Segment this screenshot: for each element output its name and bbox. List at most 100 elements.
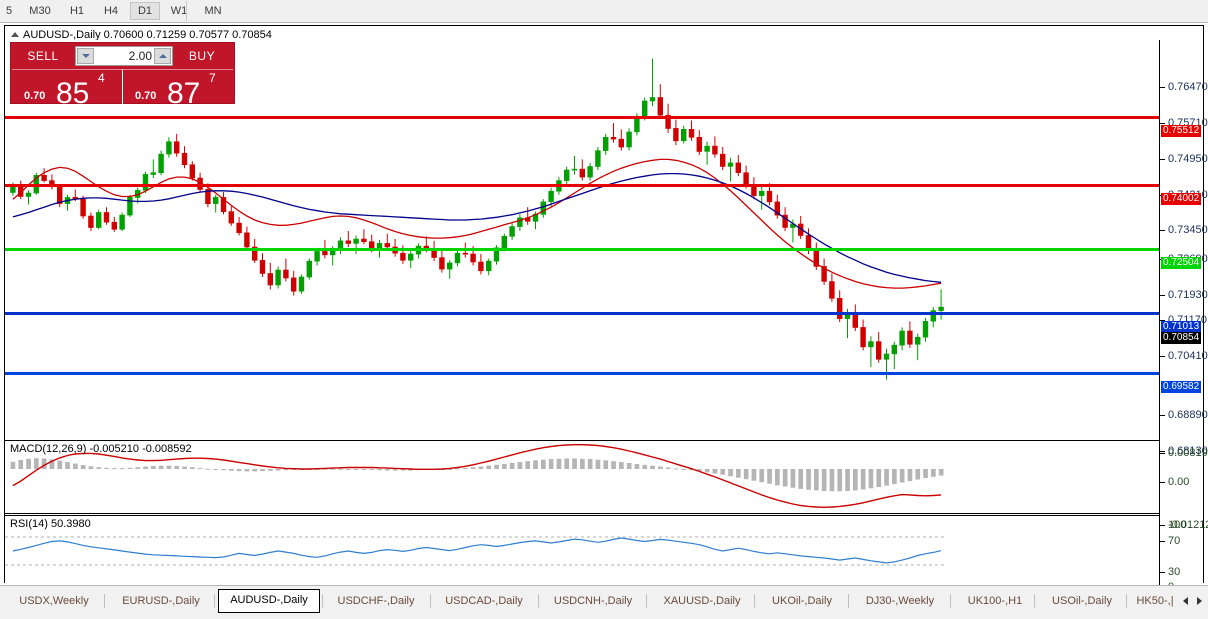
collapse-triangle-icon[interactable] bbox=[11, 31, 19, 37]
chart-tab-dj30--weekly[interactable]: DJ30-,Weekly bbox=[865, 595, 935, 607]
price-tick-label: 0.73450 bbox=[1168, 224, 1208, 236]
rsi-axis-tick bbox=[1160, 541, 1165, 542]
price-tag-0.72504: 0.72504 bbox=[1161, 257, 1202, 269]
tab-separator bbox=[754, 594, 755, 608]
price-tick bbox=[1160, 451, 1165, 452]
level-line-resistance-1[interactable] bbox=[5, 116, 1159, 119]
chart-tab-eurusd--daily[interactable]: EURUSD-,Daily bbox=[122, 595, 200, 607]
rsi-axis-tick bbox=[1160, 572, 1165, 573]
price-pane bbox=[5, 40, 1159, 438]
volume-decrease-button[interactable] bbox=[77, 48, 94, 64]
sell-price-big: 85 bbox=[56, 77, 90, 110]
timeframe-toolbar: 5 M30 H1 H4 D1 W1 MN bbox=[0, 0, 1208, 23]
tab-separator bbox=[848, 594, 849, 608]
price-tick bbox=[1160, 123, 1165, 124]
rsi-axis-tick bbox=[1160, 525, 1165, 526]
level-line-support-blue-1[interactable] bbox=[5, 312, 1159, 315]
chevron-down-icon bbox=[81, 54, 90, 58]
buy-quote[interactable]: 0.70 87 7 bbox=[122, 69, 233, 109]
left-arrow-icon bbox=[1183, 597, 1188, 605]
volume-input[interactable]: 2.00 bbox=[75, 46, 173, 66]
macd-label: MACD(12,26,9) -0.005210 -0.008592 bbox=[10, 443, 192, 455]
price-tick-label: 0.75710 bbox=[1168, 117, 1208, 129]
price-tag-0.69582: 0.69582 bbox=[1161, 381, 1202, 393]
tab-scroll-right-button[interactable] bbox=[1195, 595, 1205, 607]
oct-controls-row: SELL 2.00 BUY bbox=[11, 43, 234, 69]
chart-title-text: AUDUSD-,Daily 0.70600 0.71259 0.70577 0.… bbox=[23, 29, 272, 41]
chart-tab-bar: USDX,Weekly EURUSD-,Daily AUDUSD-,Daily USD… bbox=[0, 585, 1208, 619]
buy-price-prefix: 0.70 bbox=[135, 90, 157, 102]
tab-separator bbox=[214, 594, 215, 608]
timeframe-d1-button[interactable]: D1 bbox=[130, 2, 160, 20]
price-scale[interactable]: 0.764700.757100.749500.742100.734500.726… bbox=[1159, 40, 1208, 593]
tab-separator bbox=[538, 594, 539, 608]
buy-price-fraction: 7 bbox=[209, 71, 216, 85]
volume-value: 2.00 bbox=[128, 49, 152, 63]
price-tick bbox=[1160, 415, 1165, 416]
chart-window: AUDUSD-,Daily 0.70600 0.71259 0.70577 0.… bbox=[4, 25, 1208, 604]
chart-tab-usoil--daily[interactable]: USOil-,Daily bbox=[1052, 595, 1112, 607]
chart-title-bar: AUDUSD-,Daily 0.70600 0.71259 0.70577 0.… bbox=[11, 28, 272, 42]
one-click-trading-panel[interactable]: SELL 2.00 BUY 0.70 85 4 bbox=[10, 42, 235, 109]
tab-scroll-left-button[interactable] bbox=[1182, 595, 1192, 607]
sell-button[interactable]: SELL bbox=[27, 49, 59, 63]
price-tick-label: 0.68130 bbox=[1168, 445, 1208, 457]
rsi-pane: RSI(14) 50.3980 bbox=[5, 515, 1159, 587]
timeframe-m30-button[interactable]: M30 bbox=[29, 5, 51, 17]
macd-axis-label: -0.012121 bbox=[1168, 519, 1208, 531]
rsi-label: RSI(14) 50.3980 bbox=[10, 518, 91, 530]
tab-separator bbox=[1126, 594, 1127, 608]
buy-button[interactable]: BUY bbox=[188, 49, 216, 63]
price-tick bbox=[1160, 230, 1165, 231]
price-tag-0.74002: 0.74002 bbox=[1161, 193, 1202, 205]
level-line-resistance-2[interactable] bbox=[5, 184, 1159, 187]
timeframe-h4-button[interactable]: H4 bbox=[103, 5, 119, 17]
price-tick-label: 0.68890 bbox=[1168, 409, 1208, 421]
price-tick bbox=[1160, 320, 1165, 321]
tab-separator bbox=[430, 594, 431, 608]
timeframe-h1-button[interactable]: H1 bbox=[69, 5, 85, 17]
sell-quote[interactable]: 0.70 85 4 bbox=[12, 69, 122, 109]
chart-tab-ukoil--daily[interactable]: UKOil-,Daily bbox=[772, 595, 832, 607]
rsi-axis-label: 100 bbox=[1168, 519, 1187, 531]
tab-separator bbox=[322, 594, 323, 608]
price-tag-0.71013: 0.71013 bbox=[1161, 321, 1202, 333]
macd-axis-label: 0.008197 bbox=[1168, 447, 1208, 459]
price-tick-label: 0.70410 bbox=[1168, 350, 1208, 362]
tab-separator bbox=[1034, 594, 1035, 608]
volume-increase-button[interactable] bbox=[154, 48, 171, 64]
price-tag-0.75512: 0.75512 bbox=[1161, 125, 1202, 137]
price-tick-label: 0.74950 bbox=[1168, 153, 1208, 165]
chart-tab-usdchf--daily[interactable]: USDCHF-,Daily bbox=[337, 595, 415, 607]
timeframe-5-button[interactable]: 5 bbox=[5, 5, 13, 17]
tab-separator bbox=[950, 594, 951, 608]
chart-tab-audusd--daily[interactable]: AUDUSD-,Daily bbox=[218, 589, 320, 613]
price-tick bbox=[1160, 87, 1165, 88]
rsi-plot bbox=[5, 536, 945, 566]
macd-pane: MACD(12,26,9) -0.005210 -0.008592 bbox=[5, 440, 1159, 514]
rsi-axis-label: 30 bbox=[1168, 566, 1181, 578]
chart-tab-usdx-weekly[interactable]: USDX,Weekly bbox=[19, 595, 89, 607]
macd-axis-tick bbox=[1160, 482, 1165, 483]
price-tick-label: 0.76470 bbox=[1168, 81, 1208, 93]
chart-tab-hk50---[interactable]: HK50-,| bbox=[1136, 595, 1174, 607]
sell-price-fraction: 4 bbox=[98, 71, 105, 85]
price-tag-0.70854: 0.70854 bbox=[1161, 332, 1202, 344]
macd-axis-tick bbox=[1160, 453, 1165, 454]
buy-price-big: 87 bbox=[167, 77, 201, 110]
macd-plot bbox=[10, 444, 944, 509]
level-line-support-blue-2[interactable] bbox=[5, 372, 1159, 375]
price-tick-label: 0.71170 bbox=[1168, 314, 1207, 326]
chart-tab-usdcnh--daily[interactable]: USDCNH-,Daily bbox=[553, 595, 633, 607]
rsi-axis-label: 70 bbox=[1168, 535, 1181, 547]
right-arrow-icon bbox=[1197, 597, 1202, 605]
tab-separator bbox=[646, 594, 647, 608]
chart-tab-usdcad--daily[interactable]: USDCAD-,Daily bbox=[445, 595, 523, 607]
chart-tab-xauusd--daily[interactable]: XAUUSD-,Daily bbox=[663, 595, 741, 607]
price-tick bbox=[1160, 295, 1165, 296]
timeframe-w1-button[interactable]: W1 bbox=[170, 5, 188, 17]
timeframe-mn-button[interactable]: MN bbox=[204, 5, 222, 17]
level-line-support-green[interactable] bbox=[5, 248, 1159, 251]
chart-tab-uk100--h1[interactable]: UK100-,H1 bbox=[967, 595, 1023, 607]
